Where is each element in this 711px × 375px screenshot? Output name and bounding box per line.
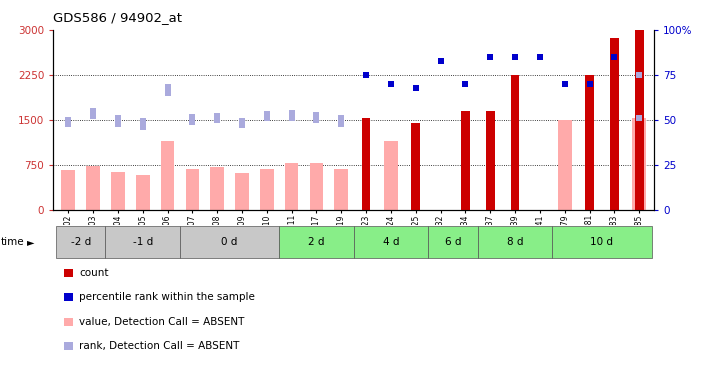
Bar bbox=[552, 226, 652, 258]
Bar bbox=[334, 169, 348, 210]
Bar bbox=[478, 226, 552, 258]
Bar bbox=[310, 163, 324, 210]
Bar bbox=[362, 118, 370, 210]
Text: percentile rank within the sample: percentile rank within the sample bbox=[79, 292, 255, 302]
Text: 0 d: 0 d bbox=[221, 237, 237, 247]
Text: rank, Detection Call = ABSENT: rank, Detection Call = ABSENT bbox=[79, 341, 240, 351]
Text: value, Detection Call = ABSENT: value, Detection Call = ABSENT bbox=[79, 316, 245, 327]
Text: 8 d: 8 d bbox=[507, 237, 523, 247]
Bar bbox=[610, 38, 619, 210]
Text: -2 d: -2 d bbox=[70, 237, 91, 247]
Bar bbox=[486, 111, 495, 210]
Bar bbox=[632, 118, 646, 210]
Bar bbox=[384, 141, 397, 210]
Text: 6 d: 6 d bbox=[445, 237, 461, 247]
Text: count: count bbox=[79, 268, 108, 278]
Bar bbox=[285, 163, 299, 210]
Bar bbox=[210, 167, 224, 210]
Bar bbox=[61, 170, 75, 210]
Text: GDS586 / 94902_at: GDS586 / 94902_at bbox=[53, 11, 182, 24]
Bar bbox=[353, 226, 428, 258]
Text: -1 d: -1 d bbox=[132, 237, 153, 247]
Bar bbox=[428, 226, 478, 258]
Text: 2 d: 2 d bbox=[309, 237, 325, 247]
Bar bbox=[55, 226, 105, 258]
Bar bbox=[585, 75, 594, 210]
Bar bbox=[180, 226, 279, 258]
Bar bbox=[111, 172, 124, 210]
Bar bbox=[136, 175, 149, 210]
Bar bbox=[412, 123, 420, 210]
Text: 10 d: 10 d bbox=[590, 237, 614, 247]
Bar bbox=[279, 226, 353, 258]
Bar bbox=[635, 30, 643, 210]
Bar bbox=[558, 120, 572, 210]
Bar bbox=[161, 141, 174, 210]
Bar bbox=[186, 169, 199, 210]
Bar bbox=[105, 226, 180, 258]
Bar bbox=[461, 111, 470, 210]
Bar bbox=[260, 169, 274, 210]
Bar bbox=[235, 173, 249, 210]
Text: ►: ► bbox=[27, 237, 35, 247]
Text: 4 d: 4 d bbox=[383, 237, 399, 247]
Bar bbox=[86, 166, 100, 210]
Bar bbox=[510, 75, 520, 210]
Text: time: time bbox=[1, 237, 24, 247]
